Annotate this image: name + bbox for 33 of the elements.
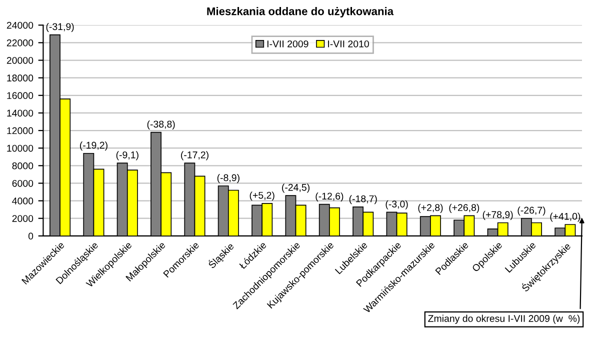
legend-label: I-VII 2009 (267, 40, 308, 48)
y-tick-label: 12000 (7, 127, 34, 134)
text: Zmiany do okresu I-VII 2009 (w %) (428, 314, 580, 324)
y-tick-label: 0 (28, 232, 34, 240)
annotation: (+5,2) (250, 192, 274, 201)
y-tick-label: 22000 (6, 39, 34, 46)
annotation: (+26,8) (449, 204, 480, 213)
legend-label: I-VII 2010 (328, 40, 369, 48)
y-tick-label: 8000 (12, 162, 34, 170)
annotation: (-31,9) (46, 22, 74, 32)
y-tick-label: 16000 (7, 92, 34, 100)
chart-title: Mieszkania oddane do użytkowania (207, 7, 394, 18)
annotation: (-9,1) (116, 151, 138, 160)
annotation: (-8,9) (217, 174, 240, 184)
y-tick-label: 4000 (12, 198, 34, 204)
annotation: (-38,8) (147, 120, 175, 130)
y-tick-label: 18000 (7, 74, 34, 82)
annotation: (-24,5) (282, 184, 310, 193)
annotation: (-18,7) (349, 195, 377, 204)
annotation: (-26,7) (518, 206, 546, 216)
annotation: (+2,8) (418, 204, 443, 213)
y-tick-label: 14000 (7, 110, 34, 117)
y-tick-label: 6000 (12, 180, 34, 187)
y-tick-label: 10000 (7, 144, 34, 152)
annotation: (-12,6) (316, 192, 344, 202)
y-tick-label: 20000 (6, 56, 34, 64)
y-tick-label: 2000 (12, 215, 34, 222)
y-tick-label: 24000 (6, 22, 34, 29)
annotation: (-3,0) (386, 200, 408, 210)
annotation: (+78,9) (482, 210, 513, 220)
annotation: (-17,2) (181, 151, 208, 160)
annotation: (+41,0) (550, 212, 580, 222)
annotation: (-19,2) (80, 142, 108, 151)
